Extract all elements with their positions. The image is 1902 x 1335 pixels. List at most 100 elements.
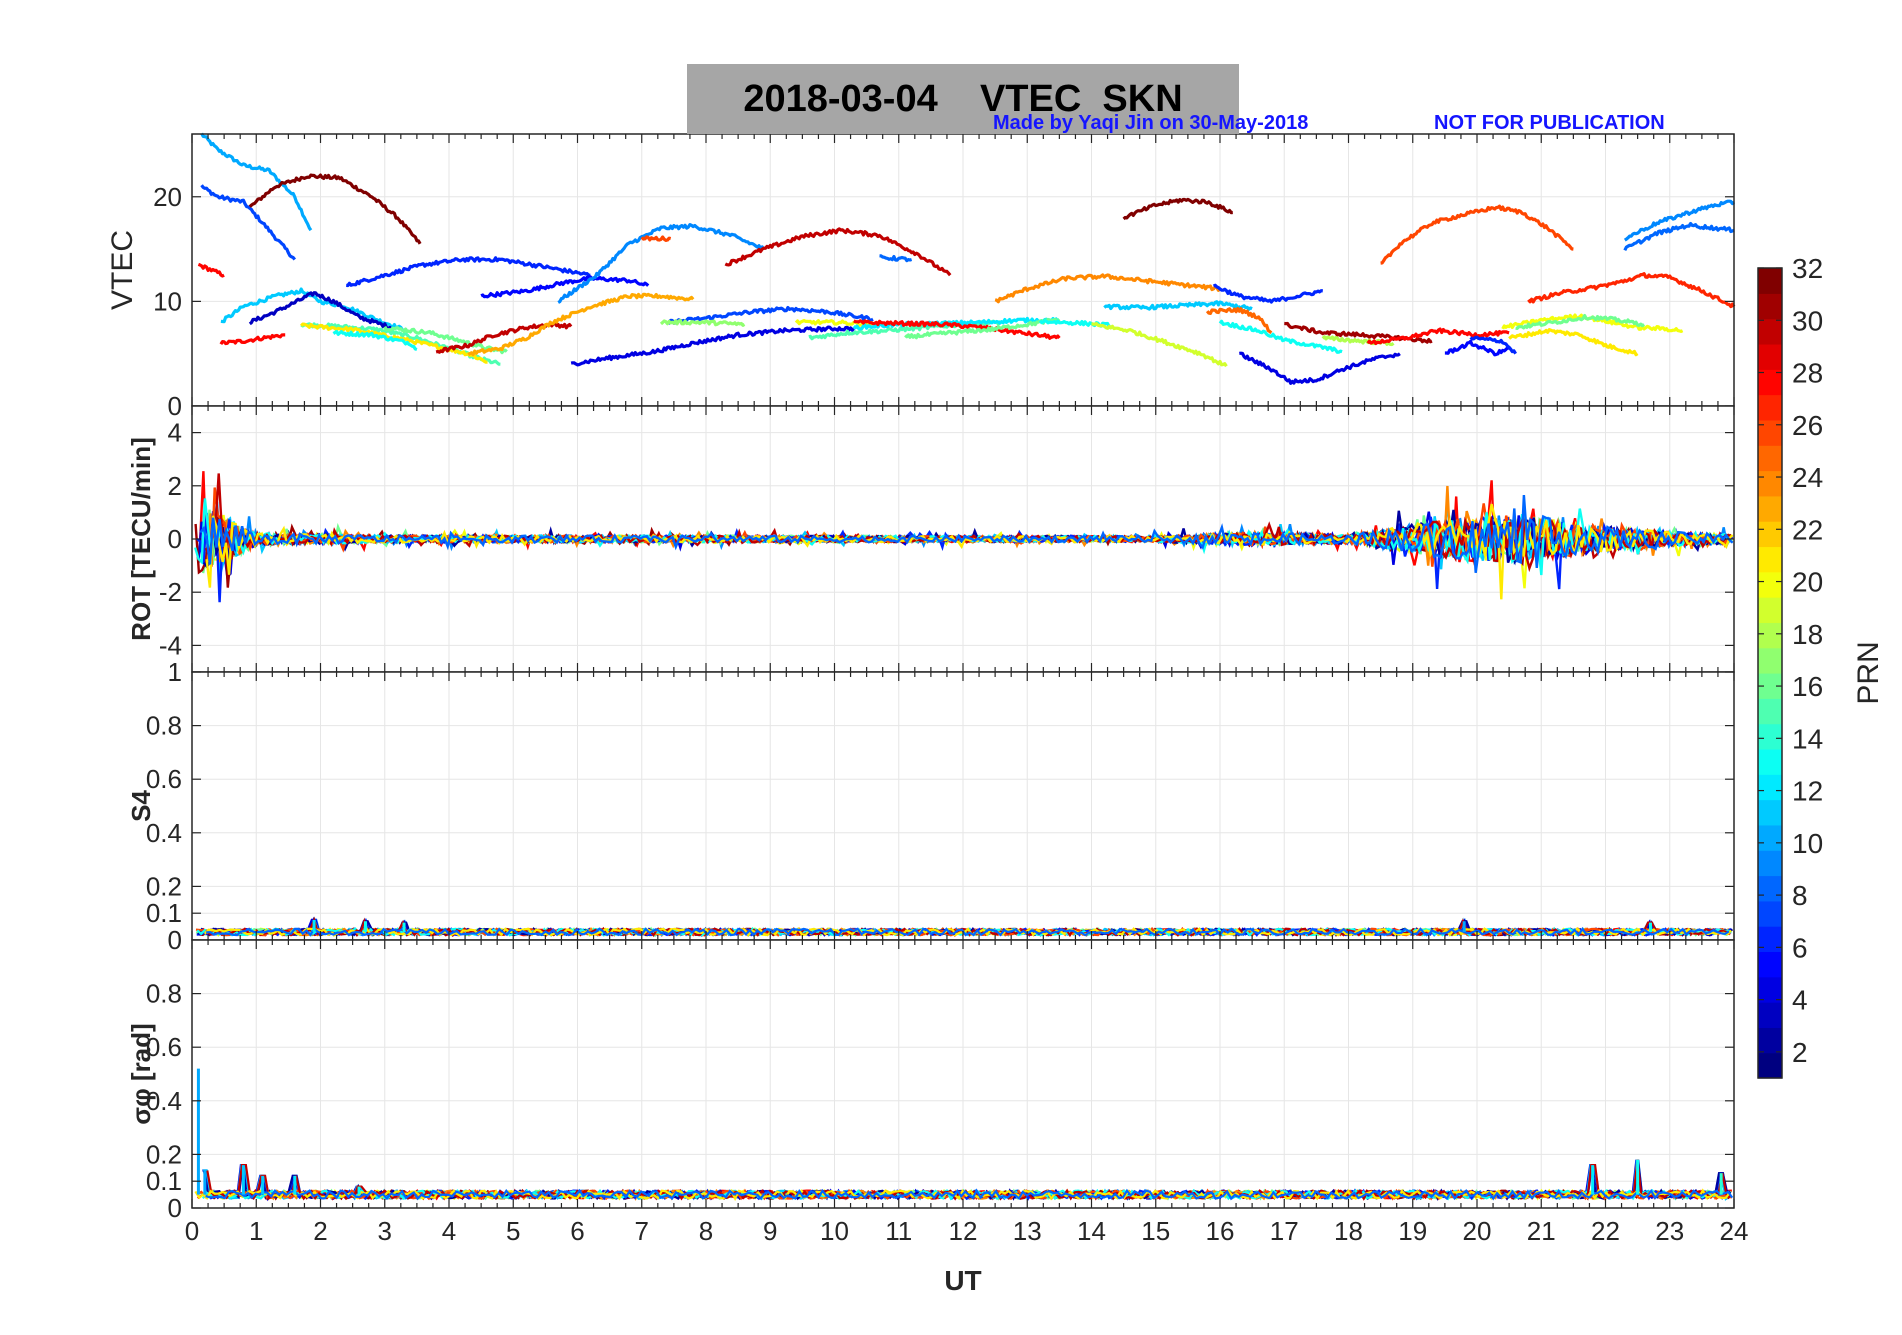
x-tick-label: 1: [249, 1216, 263, 1246]
colorbar-band: [1758, 875, 1782, 902]
x-tick-label: 24: [1720, 1216, 1749, 1246]
vtec-series-prn-5: [1444, 339, 1510, 357]
colorbar-tick-label: 12: [1792, 776, 1823, 807]
panel-rot: -4 -2 0 2 4 ROT [TECU/min]: [126, 405, 1735, 673]
x-tick-label: 12: [949, 1216, 978, 1246]
y-tick-label: 0.4: [146, 818, 182, 848]
vtec-series-prn-23: [467, 292, 695, 357]
credit-text: Made by Yaqi Jin on 30-May-2018: [993, 112, 1309, 134]
rot-ylabel: ROT [TECU/min]: [126, 437, 156, 641]
vtec-series-prn-28: [853, 319, 1061, 340]
vtec-series-prn-9: [1623, 199, 1736, 242]
vtec-series-prn-20: [794, 318, 875, 328]
y-tick-label: -4: [159, 630, 182, 660]
vtec-series-prn-26: [640, 235, 672, 242]
vtec-series-prn-8: [1623, 221, 1735, 252]
x-tick-label: 5: [506, 1216, 520, 1246]
vtec-data: [197, 132, 1736, 385]
vtec-series-prn-28: [197, 262, 225, 278]
y-tick-label: 0.6: [146, 764, 182, 794]
x-tick-label: 20: [1463, 1216, 1492, 1246]
x-tick-label: 14: [1077, 1216, 1106, 1246]
y-tick-label: 0: [168, 1193, 182, 1223]
vtec-series-prn-13: [1218, 319, 1343, 354]
colorbar-band: [1758, 698, 1782, 725]
panel-sigma-phi: 00.10.2 0.4 0.6 0.8 σφ [rad]: [126, 939, 1735, 1223]
colorbar-band: [1758, 850, 1782, 877]
vtec-series-prn-9: [557, 223, 766, 304]
vtec-series-prn-4: [570, 325, 855, 367]
x-tick-label: 19: [1398, 1216, 1427, 1246]
x-tick-label: 8: [699, 1216, 713, 1246]
colorbar-tick-label: 6: [1792, 932, 1808, 963]
colorbar-band: [1758, 546, 1782, 573]
vtec-series-prn-27: [1527, 272, 1736, 309]
colorbar-band: [1758, 521, 1782, 548]
y-tick-label: 0.6: [146, 1032, 182, 1062]
vtec-series-prn-26: [1380, 204, 1574, 265]
x-tick-label: 23: [1655, 1216, 1684, 1246]
x-tick-label: 7: [635, 1216, 649, 1246]
colorbar-band: [1758, 799, 1782, 826]
x-tick-label: 15: [1141, 1216, 1170, 1246]
y-tick-label: -2: [159, 577, 182, 607]
vtec-series-prn-16: [1515, 313, 1646, 330]
vtec-series-prn-17: [659, 318, 746, 327]
vtec-series-prn-21: [300, 322, 488, 364]
colorbar-tick-label: 10: [1792, 828, 1823, 859]
vtec-series-prn-6: [1469, 335, 1517, 355]
x-tick-label: 6: [570, 1216, 584, 1246]
vtec-series-prn-7: [666, 305, 874, 325]
x-tick-label: 9: [763, 1216, 777, 1246]
s4-trace: [206, 926, 1730, 937]
colorbar-band: [1758, 495, 1782, 522]
colorbar-tick-label: 20: [1792, 567, 1823, 598]
vtec-series-prn-32: [248, 173, 422, 245]
vtec-series-prn-5: [480, 275, 650, 299]
vtec-series-prn-7: [200, 184, 297, 261]
figure-title: 2018-03-04 VTEC SKN: [743, 78, 1183, 120]
colorbar-band: [1758, 1002, 1782, 1028]
vtec-series-prn-32: [1122, 197, 1233, 221]
x-tick-label: 17: [1270, 1216, 1299, 1246]
colorbar-band: [1758, 951, 1782, 978]
s4-ylabel: S4: [126, 790, 156, 822]
colorbar-band: [1758, 824, 1782, 851]
y-tick-label: 0.8: [146, 711, 182, 741]
s4-data: [195, 916, 1734, 938]
vtec-series-prn-8: [879, 254, 913, 263]
x-axis-label: UT: [944, 1265, 981, 1296]
sigma-phi-data: [194, 1068, 1734, 1202]
colorbar-band: [1758, 622, 1782, 649]
colorbar-band: [1758, 748, 1782, 775]
colorbar-band: [1758, 1027, 1782, 1054]
colorbar-label: PRN: [1852, 641, 1885, 704]
y-tick-label: 0: [168, 524, 182, 554]
colorbar-tick-label: 26: [1792, 410, 1823, 441]
y-tick-label: 0.2: [146, 871, 182, 901]
x-tick-label: 2: [313, 1216, 327, 1246]
vtec-series-prn-25: [1205, 307, 1273, 335]
vtec-series-prn-19: [1091, 322, 1228, 368]
notice-text: NOT FOR PUBLICATION: [1434, 112, 1665, 134]
x-tick-label: 16: [1206, 1216, 1235, 1246]
vtec-series-prn-24: [994, 273, 1222, 304]
colorbar-tick-label: 28: [1792, 358, 1823, 389]
colorbar-band: [1758, 926, 1782, 953]
title-box: 2018-03-04 VTEC SKN: [687, 64, 1239, 134]
colorbar-band: [1758, 343, 1782, 370]
vtec-series-prn-13: [332, 329, 418, 352]
colorbar-band: [1758, 318, 1782, 345]
vtec-series-prn-30: [724, 227, 952, 277]
sigma-phi-trace: [205, 1188, 1734, 1201]
y-tick-label: 0.8: [146, 979, 182, 1009]
vtec-series-prn-16: [904, 317, 1061, 340]
colorbar-tick-label: 8: [1792, 880, 1808, 911]
rot-trace: [199, 495, 1734, 573]
x-tick-label: 13: [1013, 1216, 1042, 1246]
colorbar-tick-label: 30: [1792, 305, 1823, 336]
colorbar-band: [1758, 647, 1782, 674]
colorbar-tick-label: 18: [1792, 619, 1823, 650]
